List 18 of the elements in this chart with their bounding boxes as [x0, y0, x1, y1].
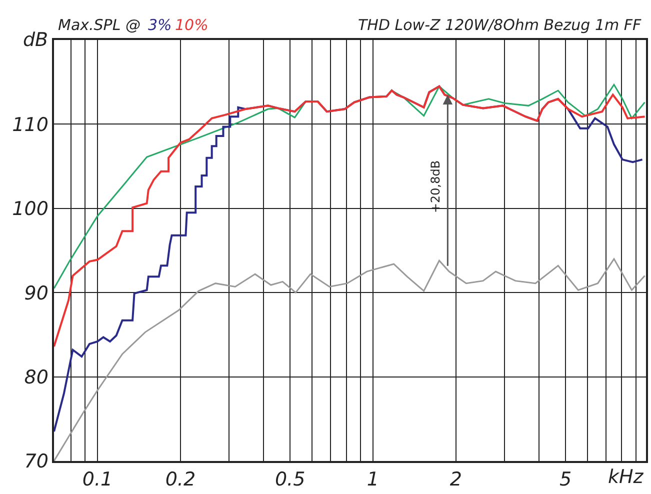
chart-subtitle: THD Low-Z 120W/8Ohm Bezug 1m FF: [358, 16, 642, 34]
x-tick-label: 5: [559, 468, 572, 491]
y-axis-title: dB: [23, 29, 48, 51]
annotation: +20,8dB: [428, 160, 442, 214]
text: 10%: [175, 16, 208, 34]
x-tick-label: 2: [450, 468, 462, 491]
x-axis-title: kHz: [608, 466, 644, 488]
x-tick-label: 0.5: [274, 468, 306, 491]
y-tick-label: 70: [24, 450, 48, 473]
y-tick-label: 80: [24, 366, 48, 388]
x-tick-label: 1: [366, 468, 380, 491]
y-tick-label: 100: [12, 198, 48, 220]
chart-title: Max.SPL @: [58, 16, 140, 34]
y-tick-label: 90: [24, 282, 48, 304]
x-tick-label: 0.1: [82, 468, 113, 491]
x-tick-label: 0.2: [165, 468, 196, 491]
text: 3%: [148, 16, 172, 34]
y-tick-label: 110: [12, 114, 48, 136]
